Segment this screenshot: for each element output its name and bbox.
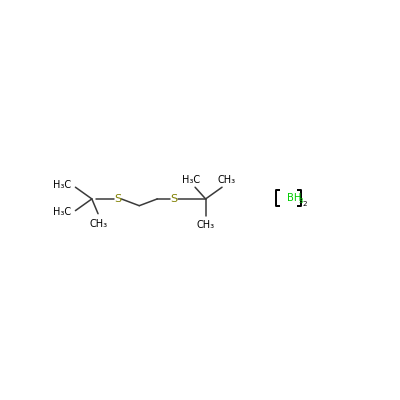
Text: CH₃: CH₃	[196, 220, 215, 230]
Text: 2: 2	[302, 202, 307, 208]
Text: H₃C: H₃C	[182, 175, 200, 185]
Text: S: S	[170, 194, 178, 204]
Text: H₃C: H₃C	[53, 207, 71, 217]
Text: CH₃: CH₃	[90, 219, 108, 229]
Text: H₃C: H₃C	[53, 180, 71, 190]
Text: BH: BH	[286, 193, 301, 203]
Text: S: S	[114, 194, 121, 204]
Text: 3: 3	[298, 198, 303, 204]
Text: CH₃: CH₃	[217, 175, 235, 185]
